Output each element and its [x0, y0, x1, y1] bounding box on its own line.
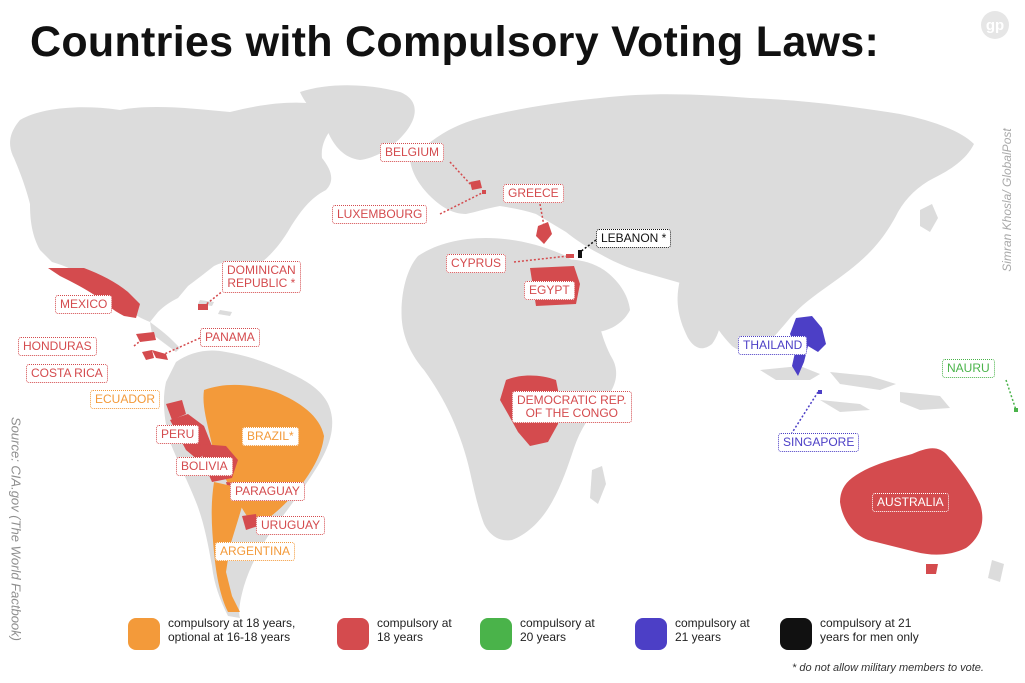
- belgium-shape: [470, 180, 482, 190]
- land-masses: [10, 85, 1004, 618]
- dominican-leader: [203, 289, 225, 307]
- label-nauru: NAURU: [942, 359, 995, 379]
- luxembourg-leader: [439, 191, 485, 215]
- label-mexico: MEXICO: [55, 295, 113, 315]
- label-honduras: HONDURAS: [18, 337, 97, 357]
- legend-swatch-orange: [128, 618, 160, 650]
- legend-text-purple: compulsory at 21 years: [675, 616, 750, 644]
- lebanon-shape: [578, 250, 582, 258]
- legend-text-red: compulsory at 18 years: [377, 616, 452, 644]
- honduras-shape: [136, 332, 156, 342]
- label-brazil: BRAZIL*: [242, 427, 299, 447]
- nauru-leader: [1005, 379, 1017, 411]
- label-cyprus: CYPRUS: [446, 254, 507, 274]
- new-zealand-land: [988, 560, 1004, 582]
- label-egypt: EGYPT: [524, 281, 575, 301]
- label-luxembourg: LUXEMBOURG: [332, 205, 428, 225]
- cyprus-shape: [566, 254, 574, 258]
- australia-shape: [840, 448, 983, 555]
- dominican-republic-shape: [198, 304, 208, 310]
- tasmania-shape: [926, 564, 938, 574]
- label-drc: DEMOCRATIC REP. OF THE CONGO: [512, 391, 632, 424]
- north-america-land: [10, 102, 345, 322]
- panama-leader: [159, 337, 201, 357]
- label-belgium: BELGIUM: [380, 143, 445, 163]
- eurasia-land: [410, 94, 974, 353]
- label-paraguay: PARAGUAY: [230, 482, 305, 502]
- greenland-land: [300, 85, 415, 160]
- uruguay-shape: [242, 514, 258, 530]
- label-australia: AUSTRALIA: [872, 493, 949, 513]
- page-title: Countries with Compulsory Voting Laws:: [30, 18, 880, 66]
- mexico-shape: [48, 268, 140, 318]
- singapore-leader: [789, 391, 819, 437]
- label-argentina: ARGENTINA: [215, 542, 296, 562]
- label-panama: PANAMA: [200, 328, 260, 348]
- legend-item-red: compulsory at 18 years: [337, 614, 477, 654]
- label-uruguay: URUGUAY: [256, 516, 326, 536]
- label-greece: GREECE: [503, 184, 564, 204]
- legend-item-green: compulsory at 20 years: [480, 614, 620, 654]
- label-bolivia: BOLIVIA: [176, 457, 233, 477]
- belgium-leader: [449, 161, 473, 187]
- leader-lines: [133, 161, 1017, 437]
- legend-item-black: compulsory at 21 years for men only: [780, 614, 980, 654]
- new-guinea-land: [900, 392, 950, 410]
- legend-item-orange: compulsory at 18 years, optional at 16-1…: [128, 614, 328, 654]
- legend-swatch-red: [337, 618, 369, 650]
- label-lebanon: LEBANON *: [596, 229, 672, 249]
- logo-text: gp: [986, 17, 1004, 34]
- nauru-shape: [1014, 408, 1018, 412]
- label-dominican-republic: DOMINICAN REPUBLIC *: [222, 261, 301, 294]
- singapore-shape: [818, 390, 822, 394]
- greece-shape: [536, 222, 552, 244]
- panama-shape: [152, 350, 168, 360]
- ecuador-shape: [166, 400, 186, 420]
- thailand-shape: [790, 316, 826, 376]
- footnote: * do not allow military members to vote.: [792, 662, 984, 674]
- legend-text-green: compulsory at 20 years: [520, 616, 595, 644]
- label-thailand: THAILAND: [738, 336, 808, 356]
- legend-swatch-purple: [635, 618, 667, 650]
- label-ecuador: ECUADOR: [90, 390, 161, 410]
- legend-text-black: compulsory at 21 years for men only: [820, 616, 919, 644]
- madagascar-land: [590, 466, 606, 504]
- legend-swatch-black: [780, 618, 812, 650]
- globalpost-logo: gp: [981, 11, 1009, 39]
- legend-swatch-green: [480, 618, 512, 650]
- japan-land: [920, 204, 938, 232]
- legend-item-purple: compulsory at 21 years: [635, 614, 775, 654]
- costa-rica-shape: [142, 350, 154, 360]
- legend-text-orange: compulsory at 18 years, optional at 16-1…: [168, 616, 296, 644]
- india-land: [677, 280, 721, 349]
- label-singapore: SINGAPORE: [778, 433, 860, 453]
- label-costa-rica: COSTA RICA: [26, 364, 108, 384]
- indonesia-land: [760, 366, 896, 412]
- central-america-land: [150, 322, 180, 352]
- label-peru: PERU: [156, 425, 200, 445]
- lebanon-leader: [579, 239, 597, 253]
- cyprus-leader: [513, 255, 569, 263]
